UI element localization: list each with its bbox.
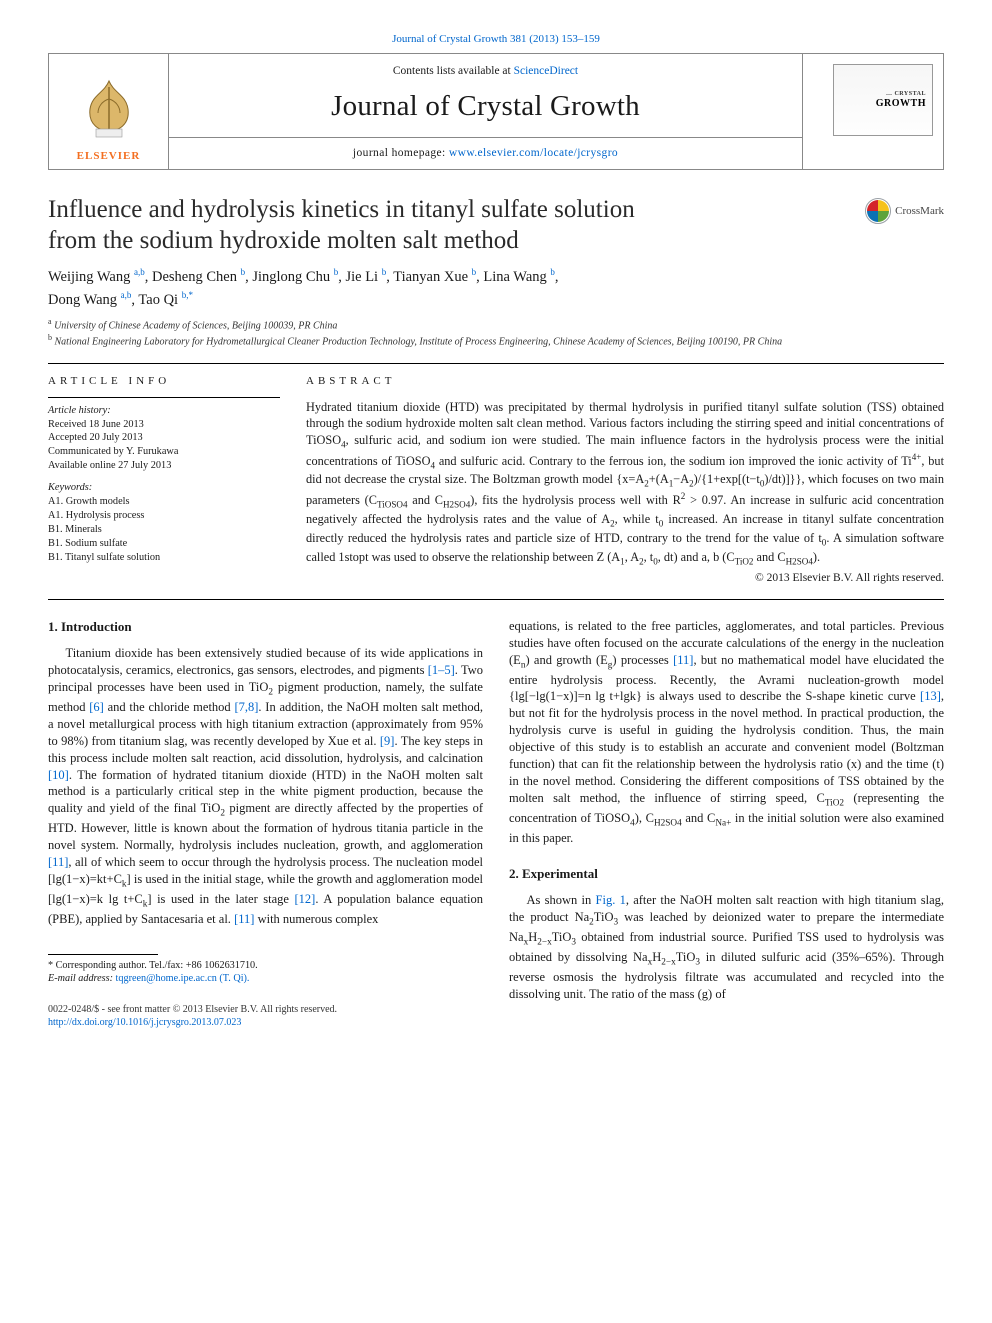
- crossmark-icon: [865, 198, 891, 224]
- corresponding-email-line: E-mail address: tqgreen@home.ipe.ac.cn (…: [48, 972, 483, 985]
- abstract-heading: abstract: [306, 374, 944, 389]
- history-accepted: Accepted 20 July 2013: [48, 431, 280, 445]
- cover-line2: GROWTH: [876, 98, 926, 109]
- section-1-paragraph: Titanium dioxide has been extensively st…: [48, 645, 483, 927]
- author-8-affil: b,*: [182, 290, 193, 300]
- mid-rule: [48, 599, 944, 600]
- author-4-affil: b: [382, 267, 387, 277]
- elsevier-logo-icon: ELSEVIER: [65, 59, 153, 163]
- section-1-heading: 1. Introduction: [48, 618, 483, 636]
- journal-cover-icon: … CRYSTAL GROWTH: [833, 64, 933, 136]
- author-8: Tao Qi: [138, 291, 178, 307]
- journal-homepage-line: journal homepage: www.elsevier.com/locat…: [169, 137, 802, 170]
- contents-lists-line: Contents lists available at ScienceDirec…: [169, 54, 802, 84]
- abstract-text: Hydrated titanium dioxide (HTD) was prec…: [306, 399, 944, 568]
- history-communicated: Communicated by Y. Furukawa: [48, 445, 280, 459]
- author-7: Dong Wang: [48, 291, 117, 307]
- running-header: Journal of Crystal Growth 381 (2013) 153…: [48, 32, 944, 47]
- doi-link[interactable]: http://dx.doi.org/10.1016/j.jcrysgro.201…: [48, 1016, 483, 1029]
- abstract: abstract Hydrated titanium dioxide (HTD)…: [306, 374, 944, 587]
- section-1-continuation: equations, is related to the free partic…: [509, 618, 944, 847]
- article-info: article info Article history: Received 1…: [48, 374, 280, 587]
- keyword-item: A1. Growth models: [48, 495, 280, 509]
- masthead: ELSEVIER Contents lists available at Sci…: [48, 53, 944, 170]
- history-online: Available online 27 July 2013: [48, 459, 280, 473]
- page-root: Journal of Crystal Growth 381 (2013) 153…: [0, 0, 992, 1069]
- author-3: Jinglong Chu: [252, 269, 330, 285]
- masthead-center: Contents lists available at ScienceDirec…: [169, 54, 803, 169]
- journal-homepage-link[interactable]: www.elsevier.com/locate/jcrysgro: [449, 147, 618, 159]
- author-7-affil: a,b: [121, 290, 132, 300]
- keyword-item: B1. Titanyl sulfate solution: [48, 551, 280, 565]
- crossmark-label: CrossMark: [895, 204, 944, 219]
- footnotes: * Corresponding author. Tel./fax: +86 10…: [48, 959, 483, 986]
- top-rule: [48, 363, 944, 364]
- keywords-label: Keywords:: [48, 481, 280, 495]
- homepage-prefix: journal homepage:: [353, 147, 449, 159]
- section-2-paragraph: As shown in Fig. 1, after the NaOH molte…: [509, 892, 944, 1003]
- body-columns: 1. Introduction Titanium dioxide has bee…: [48, 618, 944, 1029]
- author-6-affil: b: [550, 267, 555, 277]
- author-6: Lina Wang: [483, 269, 546, 285]
- author-2-affil: b: [241, 267, 246, 277]
- paper-title-line2: from the sodium hydroxide molten salt me…: [48, 227, 519, 254]
- publisher-logo-cell: ELSEVIER: [49, 54, 169, 169]
- affiliation-a: a University of Chinese Academy of Scien…: [48, 317, 944, 333]
- author-4: Jie Li: [345, 269, 378, 285]
- footnote-separator: [48, 954, 158, 955]
- author-5-affil: b: [472, 267, 477, 277]
- issn-frontmatter-line: 0022-0248/$ - see front matter © 2013 El…: [48, 1003, 483, 1016]
- keyword-item: B1. Sodium sulfate: [48, 537, 280, 551]
- article-info-heading: article info: [48, 374, 280, 389]
- corresponding-author-note: * Corresponding author. Tel./fax: +86 10…: [48, 959, 483, 972]
- running-header-link[interactable]: Journal of Crystal Growth 381 (2013) 153…: [392, 33, 600, 45]
- bottom-meta: 0022-0248/$ - see front matter © 2013 El…: [48, 1003, 483, 1029]
- elsevier-wordmark: ELSEVIER: [77, 149, 141, 164]
- author-3-affil: b: [334, 267, 339, 277]
- corresponding-email-link[interactable]: tqgreen@home.ipe.ac.cn (T. Qi).: [116, 973, 250, 984]
- author-list: Weijing Wang a,b, Desheng Chen b, Jinglo…: [48, 266, 944, 311]
- history-received: Received 18 June 2013: [48, 418, 280, 432]
- article-history-label: Article history:: [48, 404, 280, 418]
- abstract-copyright: © 2013 Elsevier B.V. All rights reserved…: [306, 571, 944, 587]
- paper-title-line1: Influence and hydrolysis kinetics in tit…: [48, 196, 635, 223]
- keywords-list: A1. Growth models A1. Hydrolysis process…: [48, 495, 280, 564]
- contents-prefix: Contents lists available at: [393, 65, 514, 77]
- affiliation-b: b National Engineering Laboratory for Hy…: [48, 333, 944, 349]
- affiliation-a-text: University of Chinese Academy of Science…: [54, 321, 337, 332]
- paper-title: Influence and hydrolysis kinetics in tit…: [48, 194, 818, 256]
- cover-line1: … CRYSTAL: [886, 91, 926, 98]
- crossmark-badge[interactable]: CrossMark: [865, 198, 944, 224]
- author-2: Desheng Chen: [152, 269, 237, 285]
- body-column-left: 1. Introduction Titanium dioxide has bee…: [48, 618, 483, 1029]
- affiliation-b-text: National Engineering Laboratory for Hydr…: [55, 336, 783, 347]
- author-1-affil: a,b: [134, 267, 145, 277]
- author-5: Tianyan Xue: [393, 269, 468, 285]
- sciencedirect-link[interactable]: ScienceDirect: [514, 65, 579, 77]
- body-column-right: equations, is related to the free partic…: [509, 618, 944, 1029]
- title-block: Influence and hydrolysis kinetics in tit…: [48, 194, 944, 256]
- author-1: Weijing Wang: [48, 269, 130, 285]
- email-label: E-mail address:: [48, 973, 116, 984]
- keyword-item: A1. Hydrolysis process: [48, 509, 280, 523]
- info-abstract-row: article info Article history: Received 1…: [48, 374, 944, 587]
- keyword-item: B1. Minerals: [48, 523, 280, 537]
- journal-cover-cell: … CRYSTAL GROWTH: [803, 54, 943, 169]
- section-2-heading: 2. Experimental: [509, 865, 944, 883]
- affiliations: a University of Chinese Academy of Scien…: [48, 317, 944, 349]
- journal-title: Journal of Crystal Growth: [169, 83, 802, 136]
